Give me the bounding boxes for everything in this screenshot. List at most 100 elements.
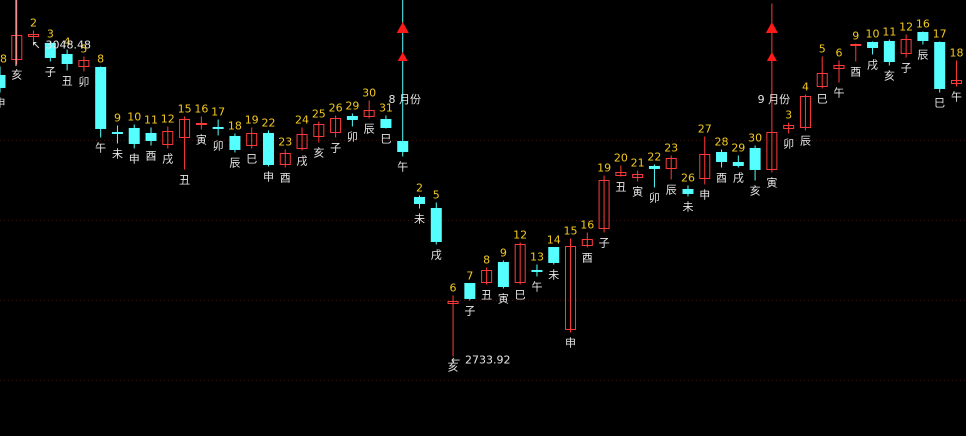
branch-label-17: 酉 <box>280 171 291 184</box>
candle-53 <box>883 39 895 66</box>
candle-12 <box>195 116 207 130</box>
candle-40 <box>665 155 677 180</box>
candle-body-14 <box>229 135 241 150</box>
candle-1 <box>11 0 23 65</box>
branch-label-13: 卯 <box>213 139 224 152</box>
candle-4 <box>61 49 73 71</box>
branch-label-25: 未 <box>414 212 425 225</box>
candle-body-54 <box>900 38 912 54</box>
date-label-19: 25 <box>312 107 326 120</box>
candle-body-12 <box>195 122 207 125</box>
annotation-arrow-1: ← <box>451 353 460 366</box>
date-label-4: 4 <box>64 35 71 48</box>
candle-body-44 <box>732 161 744 166</box>
branch-label-46: 寅 <box>766 175 777 189</box>
branch-label-49: 巳 <box>817 92 828 105</box>
date-label-31: 12 <box>513 228 527 241</box>
candle-body-8 <box>128 127 140 144</box>
branch-label-40: 辰 <box>666 183 677 196</box>
candle-55 <box>917 31 929 45</box>
branch-label-20: 子 <box>330 141 341 154</box>
candle-9 <box>145 127 157 146</box>
branch-label-8: 申 <box>129 152 140 165</box>
candle-3 <box>44 41 56 62</box>
candle-body-26 <box>430 207 442 242</box>
branch-label-41: 未 <box>682 200 693 213</box>
date-label-29: 8 <box>483 253 490 266</box>
candle-31 <box>514 242 526 285</box>
candle-body-9 <box>145 132 157 141</box>
branch-label-54: 子 <box>901 61 912 74</box>
date-label-34: 15 <box>564 224 578 237</box>
branch-label-7: 未 <box>112 147 123 160</box>
candle-body-1 <box>11 34 23 60</box>
branch-label-31: 巳 <box>515 288 526 301</box>
candle-labels: 28申1亥23子4丑5卯8午9未10申11酉12戌15丑16寅17卯18辰19巳… <box>0 0 963 373</box>
candle-body-7 <box>111 131 123 134</box>
date-label-12: 16 <box>194 102 208 115</box>
date-label-21: 29 <box>345 99 359 112</box>
candle-39 <box>648 164 660 188</box>
candle-body-45 <box>749 147 761 170</box>
branch-label-51: 酉 <box>850 65 861 78</box>
date-label-53: 11 <box>882 25 896 38</box>
branch-label-1: 亥 <box>11 67 22 81</box>
candle-41 <box>682 185 694 197</box>
candle-43 <box>716 149 728 168</box>
candle-13 <box>212 119 224 136</box>
candle-35 <box>581 232 593 248</box>
date-label-41: 26 <box>681 171 695 184</box>
branch-label-10: 戌 <box>162 152 173 165</box>
candle-45 <box>749 145 761 181</box>
month-marker-1: 9 月份 <box>758 22 790 106</box>
branch-label-45: 亥 <box>750 183 761 197</box>
date-label-54: 12 <box>899 20 913 33</box>
branch-label-9: 酉 <box>146 149 157 162</box>
candle-body-19 <box>313 123 325 137</box>
candle-25 <box>414 195 425 209</box>
branch-label-26: 戌 <box>431 248 442 261</box>
branch-label-11: 丑 <box>179 173 190 186</box>
branch-label-30: 寅 <box>498 291 509 305</box>
date-label-47: 3 <box>785 108 792 121</box>
candle-body-30 <box>497 261 509 287</box>
date-label-3: 3 <box>47 27 54 40</box>
candle-body-31 <box>514 243 526 283</box>
branch-label-37: 丑 <box>615 180 626 193</box>
candle-54 <box>900 34 912 58</box>
candle-body-23 <box>380 118 392 128</box>
branch-label-35: 酉 <box>582 251 593 264</box>
annotation-value-0: 3048.48 <box>46 38 91 51</box>
candle-8 <box>128 124 140 149</box>
price-annotation-1: ← 2733.92 <box>451 353 511 366</box>
candle-body-42 <box>699 153 711 179</box>
month-marker-0: 8 月份 <box>388 22 421 106</box>
branch-label-56: 巳 <box>934 96 945 109</box>
date-label-7: 9 <box>114 111 121 124</box>
branch-label-52: 戌 <box>867 58 878 71</box>
candle-20 <box>330 115 342 138</box>
price-annotation-0: ↖ 3048.48 <box>32 38 91 51</box>
branch-label-19: 亥 <box>313 145 324 159</box>
candle-52 <box>867 41 879 55</box>
candle-body-49 <box>816 72 828 87</box>
candle-2 <box>28 30 40 44</box>
candle-body-16 <box>262 132 274 165</box>
branch-label-21: 卯 <box>347 130 358 143</box>
date-label-11: 15 <box>178 102 192 115</box>
branch-label-4: 丑 <box>62 74 73 87</box>
date-label-30: 9 <box>500 246 507 259</box>
branch-label-0: 申 <box>0 96 6 109</box>
candle-body-2 <box>28 33 40 37</box>
candle-body-21 <box>346 115 358 120</box>
candle-body-18 <box>296 133 308 149</box>
date-label-56: 17 <box>933 27 947 40</box>
candle-body-28 <box>464 282 476 299</box>
date-label-2: 2 <box>30 16 37 29</box>
branch-label-16: 申 <box>263 170 274 183</box>
candle-body-41 <box>682 188 694 194</box>
candle-body-47 <box>783 124 795 129</box>
date-label-26: 5 <box>433 188 440 201</box>
candle-body-53 <box>883 40 895 62</box>
branch-label-12: 寅 <box>196 132 207 146</box>
